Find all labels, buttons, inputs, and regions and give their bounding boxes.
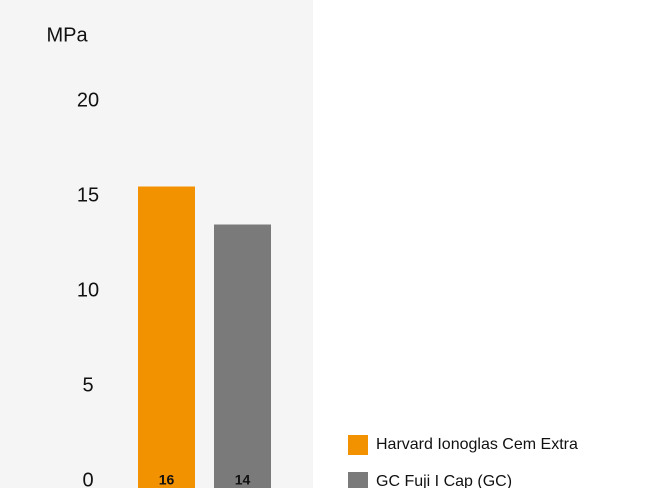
y-tick-label: 10 <box>77 279 99 301</box>
y-axis-label: MPa <box>46 24 88 46</box>
y-tick-label: 20 <box>77 89 99 111</box>
legend-label: GC Fuji I Cap (GC) <box>376 473 512 488</box>
legend-label: Harvard Ionoglas Cem Extra <box>376 436 578 453</box>
bar <box>138 186 195 488</box>
y-tick-label: 5 <box>82 374 93 396</box>
legend-swatch <box>348 435 368 455</box>
value-label: 16 <box>159 472 175 488</box>
y-tick-label: 15 <box>77 184 99 206</box>
bar <box>214 224 271 488</box>
value-label: 14 <box>235 472 251 488</box>
y-tick-label: 0 <box>82 469 93 488</box>
legend-swatch <box>348 472 368 488</box>
